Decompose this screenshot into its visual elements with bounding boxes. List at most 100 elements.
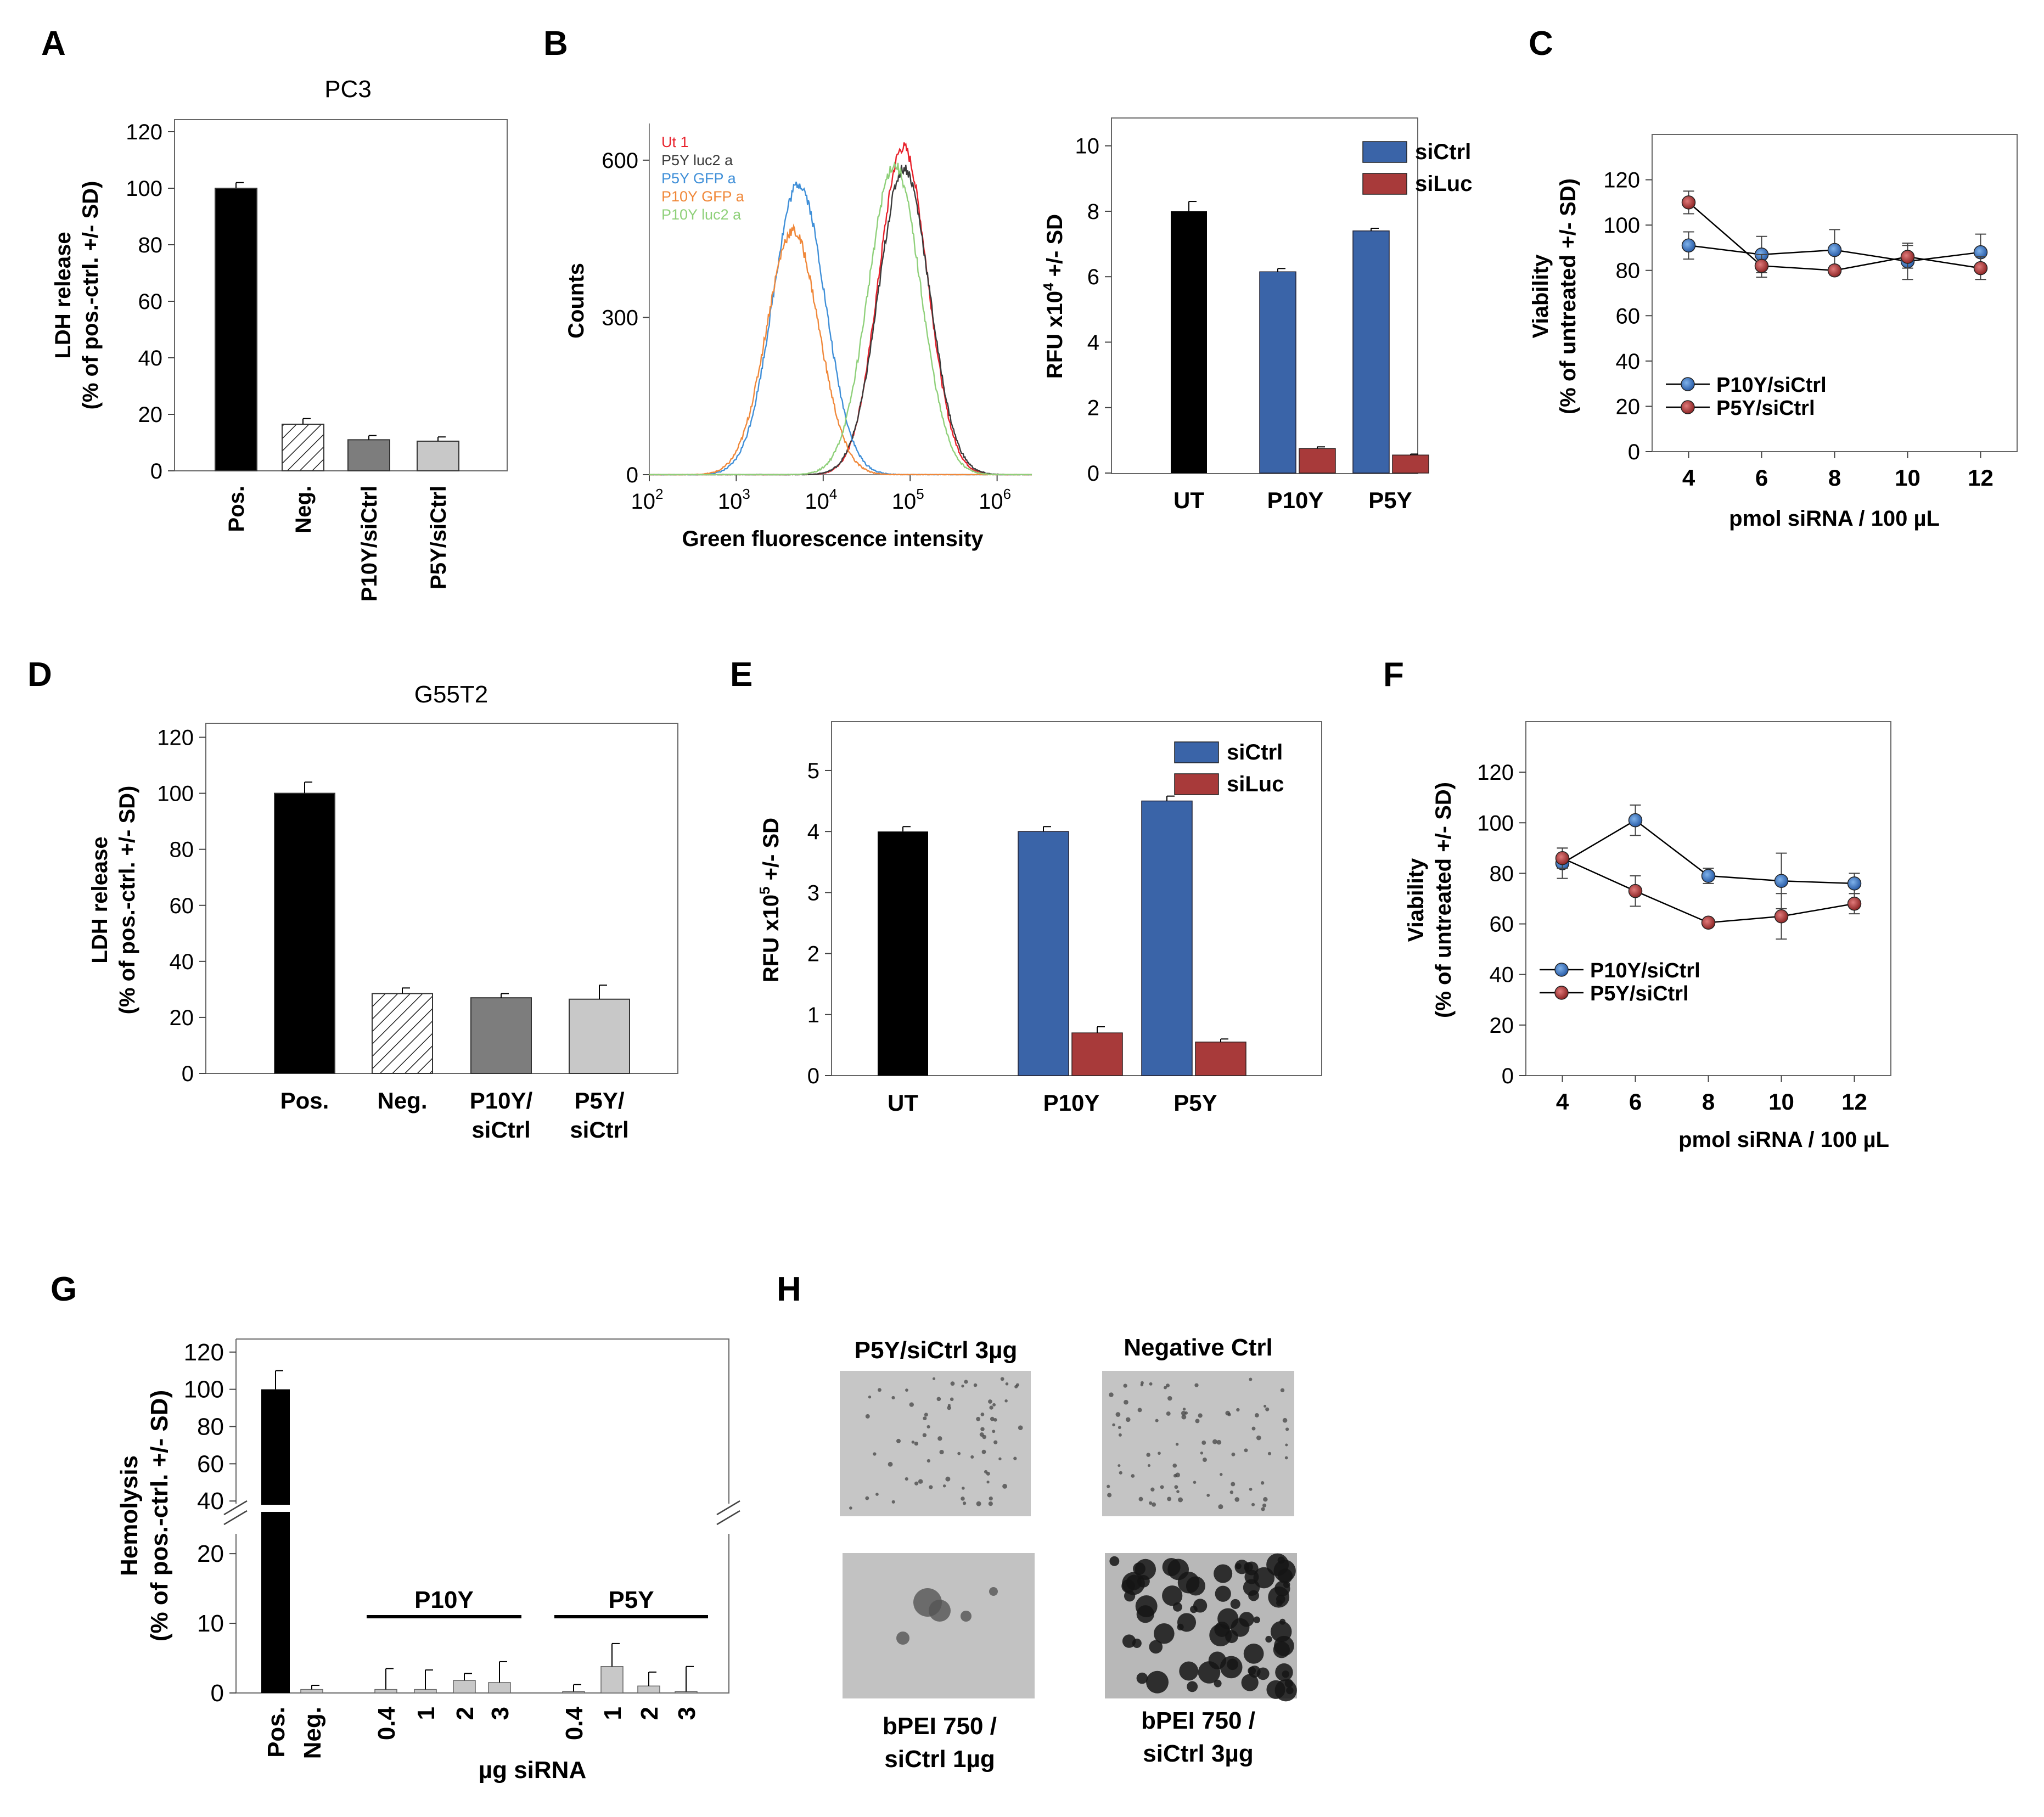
panel-c-x-axis: 4 6 8 10 12 xyxy=(1682,452,1994,491)
panel-letter-e: E xyxy=(730,656,753,694)
micrograph-cell xyxy=(992,1403,996,1407)
micrograph-aggregate xyxy=(1198,1661,1221,1684)
micrograph-cell xyxy=(929,1485,933,1489)
panel-e-legend-label: siCtrl xyxy=(1227,740,1283,764)
panel-b-bar-legend-label: siCtrl xyxy=(1415,140,1471,164)
micrograph-cell xyxy=(1262,1503,1267,1507)
panel-f-ytick-label: 80 xyxy=(1490,862,1514,886)
micrograph-cell xyxy=(947,1405,951,1410)
panel-b-hist-y-ticks: 0 300 600 xyxy=(602,149,649,487)
panel-a-ytick-label: 0 xyxy=(150,459,162,483)
micrograph-aggregate xyxy=(1220,1656,1243,1679)
panel-h-caption-bpei3-line2: siCtrl 3µg xyxy=(1143,1740,1253,1767)
panel-e-ytick-label: 0 xyxy=(807,1064,819,1088)
panel-a-bar xyxy=(417,440,459,471)
micrograph-cell xyxy=(1131,1474,1135,1478)
micrograph-cell xyxy=(1181,1414,1187,1420)
micrograph-cell xyxy=(993,1418,997,1422)
micrograph-cell xyxy=(988,1399,992,1404)
micrograph-aggregate xyxy=(1235,1563,1242,1570)
panel-f-data-point xyxy=(1701,869,1716,883)
panel-b-hist-x-ticks: 102 103 104 105 106 xyxy=(631,475,1011,514)
micrograph-cell xyxy=(1000,1377,1004,1381)
micrograph-cell xyxy=(964,1380,968,1384)
micrograph-cell xyxy=(1225,1410,1231,1416)
micrograph-cell xyxy=(1200,1452,1204,1455)
micrograph-aggregate xyxy=(1154,1623,1175,1644)
panel-a-ytick-label: 120 xyxy=(126,120,162,144)
micrograph-aggregate xyxy=(1177,1623,1184,1630)
panel-e-bar-siluc xyxy=(1195,1042,1246,1076)
panel-g-x-label: Pos. xyxy=(263,1707,290,1758)
panel-b-hist-xtick-base: 10 xyxy=(805,490,829,514)
panel-e-legend: siCtrl siLuc xyxy=(1174,740,1284,796)
micrograph-aggregate xyxy=(1248,1590,1259,1601)
panel-b-bar-bar-siluc xyxy=(1392,454,1429,474)
panel-e-ylabel-exp: 5 xyxy=(756,887,773,895)
micrograph-cell xyxy=(976,1501,981,1506)
micrograph-cell xyxy=(1285,1427,1289,1431)
panel-e-legend-swatch xyxy=(1174,741,1219,763)
micrograph-cell xyxy=(1124,1399,1128,1405)
micrograph-cell xyxy=(1123,1383,1127,1388)
panel-c-ytick-label: 20 xyxy=(1616,395,1641,419)
panel-g-group-label: P5Y xyxy=(608,1587,654,1613)
panel-b-hist-xtick-exp: 6 xyxy=(1003,486,1011,502)
micrograph-cell xyxy=(970,1455,974,1459)
panel-a-y-axis: 0 20 40 60 80 100 120 xyxy=(126,120,175,483)
panel-g-x-label: Neg. xyxy=(299,1707,326,1759)
panel-g-x-label: 3 xyxy=(673,1707,700,1720)
micrograph-cell xyxy=(1206,1493,1210,1497)
micrograph-cell xyxy=(911,1441,915,1444)
panel-g-ytick-label: 10 xyxy=(197,1610,224,1637)
panel-a-ytick-label: 40 xyxy=(138,346,163,370)
panel-a-ylabel-line1: LDH release xyxy=(51,232,75,358)
micrograph-aggregate xyxy=(1193,1599,1208,1613)
micrograph-cell xyxy=(1146,1453,1150,1457)
micrograph-aggregate xyxy=(1135,1595,1158,1617)
panel-d-ytick-label: 80 xyxy=(170,838,194,862)
panel-b-hist-xtick-exp: 3 xyxy=(742,486,750,502)
micrograph-cell xyxy=(1160,1485,1164,1489)
panel-g-x-label: 0.4 xyxy=(373,1706,400,1740)
panel-f-y-axis: 0 20 40 60 80 100 120 xyxy=(1477,761,1526,1088)
micrograph-p5y-sictrl xyxy=(840,1371,1031,1516)
micrograph-cell xyxy=(1216,1439,1222,1445)
micrograph-cell xyxy=(937,1436,942,1441)
panel-b-hist-ytick-label: 0 xyxy=(626,463,638,487)
panel-g-x-label: 1 xyxy=(413,1707,440,1720)
panel-f-series xyxy=(1555,805,1862,940)
panel-c-data-point xyxy=(1900,250,1915,264)
panel-c-data-point xyxy=(1827,263,1842,278)
panel-g-bar xyxy=(562,1691,585,1694)
panel-c-ytick-label: 40 xyxy=(1616,350,1641,374)
micrograph-cell xyxy=(1265,1407,1270,1411)
micrograph-cell xyxy=(1167,1497,1172,1501)
micrograph-cell xyxy=(1109,1392,1114,1397)
panel-g-x-label: 2 xyxy=(636,1707,663,1720)
panel-g-ytick-label: 120 xyxy=(184,1339,224,1366)
panel-c-data-point xyxy=(1754,258,1769,273)
micrograph-aggregate xyxy=(1124,1590,1136,1602)
panel-b-hist-xtick-label: 104 xyxy=(805,486,837,514)
panel-b-hist-xtick-label: 105 xyxy=(892,486,924,514)
micrograph-cell xyxy=(1244,1448,1248,1453)
panel-a-title: PC3 xyxy=(324,76,372,103)
panel-c-ytick-label: 80 xyxy=(1616,259,1641,283)
panel-a-bar xyxy=(347,439,390,471)
panel-d-ytick-label: 20 xyxy=(170,1006,194,1030)
panel-f-xlabel: pmol siRNA / 100 µL xyxy=(1678,1128,1889,1152)
panel-f-xtick-label: 8 xyxy=(1702,1089,1715,1115)
panel-d-plot-frame xyxy=(205,723,678,1074)
panel-a-ytick-label: 20 xyxy=(138,403,163,427)
panel-a-ytick-label: 60 xyxy=(138,290,163,314)
panel-e-bar-sictrl xyxy=(1141,800,1193,1076)
panel-b-bar-bar-sictrl xyxy=(1259,271,1296,474)
panel-f-ytick-label: 60 xyxy=(1490,913,1514,937)
panel-f-plot-frame xyxy=(1525,721,1891,1076)
panel-e-legend-swatch xyxy=(1174,773,1219,795)
micrograph-cell xyxy=(1140,1383,1144,1387)
